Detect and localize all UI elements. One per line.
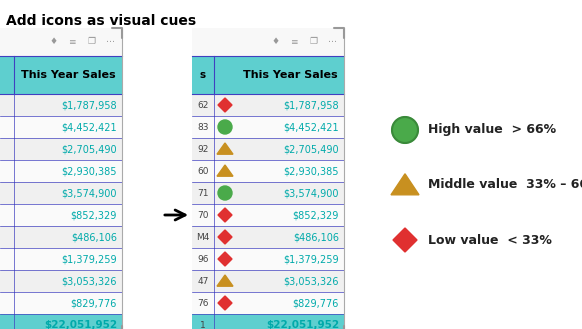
Circle shape: [218, 186, 232, 200]
Polygon shape: [218, 230, 232, 244]
Text: $829,776: $829,776: [70, 298, 117, 308]
Bar: [192, 226, 344, 248]
Text: Low value  < 33%: Low value < 33%: [428, 234, 552, 246]
Text: 1: 1: [200, 320, 206, 329]
Text: 83: 83: [197, 122, 209, 132]
Text: M4: M4: [196, 233, 210, 241]
Text: $4,452,421: $4,452,421: [283, 122, 339, 132]
Bar: [0, 270, 122, 292]
Bar: [192, 204, 344, 226]
Bar: [0, 138, 122, 160]
Text: 60: 60: [197, 166, 209, 175]
Text: ≡: ≡: [290, 38, 298, 46]
Text: s: s: [200, 70, 206, 80]
Text: ⋯: ⋯: [105, 38, 115, 46]
Polygon shape: [391, 174, 419, 195]
Text: $486,106: $486,106: [293, 232, 339, 242]
Polygon shape: [217, 143, 233, 154]
Circle shape: [392, 117, 418, 143]
Bar: [0, 292, 122, 314]
Bar: [0, 28, 122, 56]
Text: $22,051,952: $22,051,952: [266, 320, 339, 329]
Bar: [192, 138, 344, 160]
Bar: [0, 226, 122, 248]
Polygon shape: [217, 165, 233, 176]
Text: ⋯: ⋯: [328, 38, 336, 46]
Bar: [192, 292, 344, 314]
Text: Add icons as visual cues: Add icons as visual cues: [6, 14, 196, 28]
Text: $2,705,490: $2,705,490: [283, 144, 339, 154]
Bar: [0, 182, 122, 204]
Bar: [192, 182, 344, 204]
Text: $829,776: $829,776: [293, 298, 339, 308]
Bar: [192, 248, 344, 270]
Text: $3,053,326: $3,053,326: [62, 276, 117, 286]
Bar: [0, 160, 122, 182]
Text: $3,053,326: $3,053,326: [283, 276, 339, 286]
Polygon shape: [218, 208, 232, 222]
Bar: [192, 160, 344, 182]
Bar: [0, 56, 122, 94]
Bar: [192, 94, 344, 116]
Text: 47: 47: [197, 276, 209, 286]
Circle shape: [218, 120, 232, 134]
Polygon shape: [217, 275, 233, 286]
Polygon shape: [218, 296, 232, 310]
Text: $1,787,958: $1,787,958: [283, 100, 339, 110]
Text: $1,379,259: $1,379,259: [283, 254, 339, 264]
Text: ♦: ♦: [272, 38, 280, 46]
Text: $852,329: $852,329: [70, 210, 117, 220]
Text: $852,329: $852,329: [293, 210, 339, 220]
Text: $2,705,490: $2,705,490: [61, 144, 117, 154]
Text: $2,930,385: $2,930,385: [283, 166, 339, 176]
Polygon shape: [218, 98, 232, 112]
Text: ❐: ❐: [88, 38, 96, 46]
Text: $2,930,385: $2,930,385: [62, 166, 117, 176]
Polygon shape: [218, 252, 232, 266]
Text: $1,787,958: $1,787,958: [61, 100, 117, 110]
Bar: [192, 270, 344, 292]
Bar: [0, 248, 122, 270]
Text: 92: 92: [197, 144, 209, 154]
Text: This Year Sales: This Year Sales: [243, 70, 338, 80]
Text: $3,574,900: $3,574,900: [62, 188, 117, 198]
Text: High value  > 66%: High value > 66%: [428, 123, 556, 137]
Text: $3,574,900: $3,574,900: [283, 188, 339, 198]
Text: ❐: ❐: [310, 38, 318, 46]
Bar: [192, 28, 344, 56]
Text: This Year Sales: This Year Sales: [21, 70, 115, 80]
Text: $4,452,421: $4,452,421: [61, 122, 117, 132]
Text: ≡: ≡: [68, 38, 76, 46]
Bar: [192, 314, 344, 329]
Bar: [0, 204, 122, 226]
Text: 62: 62: [197, 100, 209, 110]
Text: 71: 71: [197, 189, 209, 197]
Text: ♦: ♦: [50, 38, 58, 46]
Text: $22,051,952: $22,051,952: [44, 320, 117, 329]
Text: $1,379,259: $1,379,259: [61, 254, 117, 264]
Bar: [192, 116, 344, 138]
Bar: [0, 94, 122, 116]
Bar: [192, 56, 344, 94]
Text: 96: 96: [197, 255, 209, 264]
Text: Middle value  33% – 66%: Middle value 33% – 66%: [428, 179, 582, 191]
Polygon shape: [393, 228, 417, 252]
Text: 70: 70: [197, 211, 209, 219]
Text: 76: 76: [197, 298, 209, 308]
Text: $486,106: $486,106: [71, 232, 117, 242]
Bar: [0, 116, 122, 138]
Bar: [0, 314, 122, 329]
